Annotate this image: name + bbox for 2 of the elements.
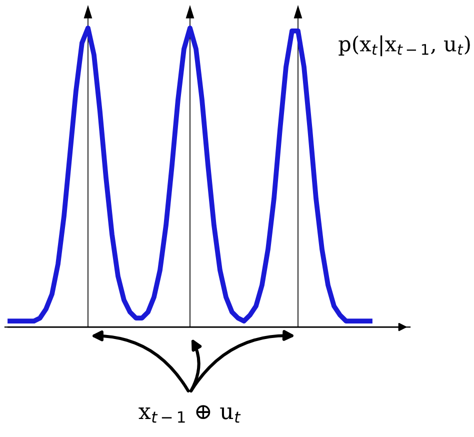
text: x$_{t−1}$ ⊕ u$_{t}$ bbox=[138, 405, 241, 423]
annotation: p(x$_{t}$|x$_{t−1}$, u$_{t}$) bbox=[338, 35, 470, 56]
